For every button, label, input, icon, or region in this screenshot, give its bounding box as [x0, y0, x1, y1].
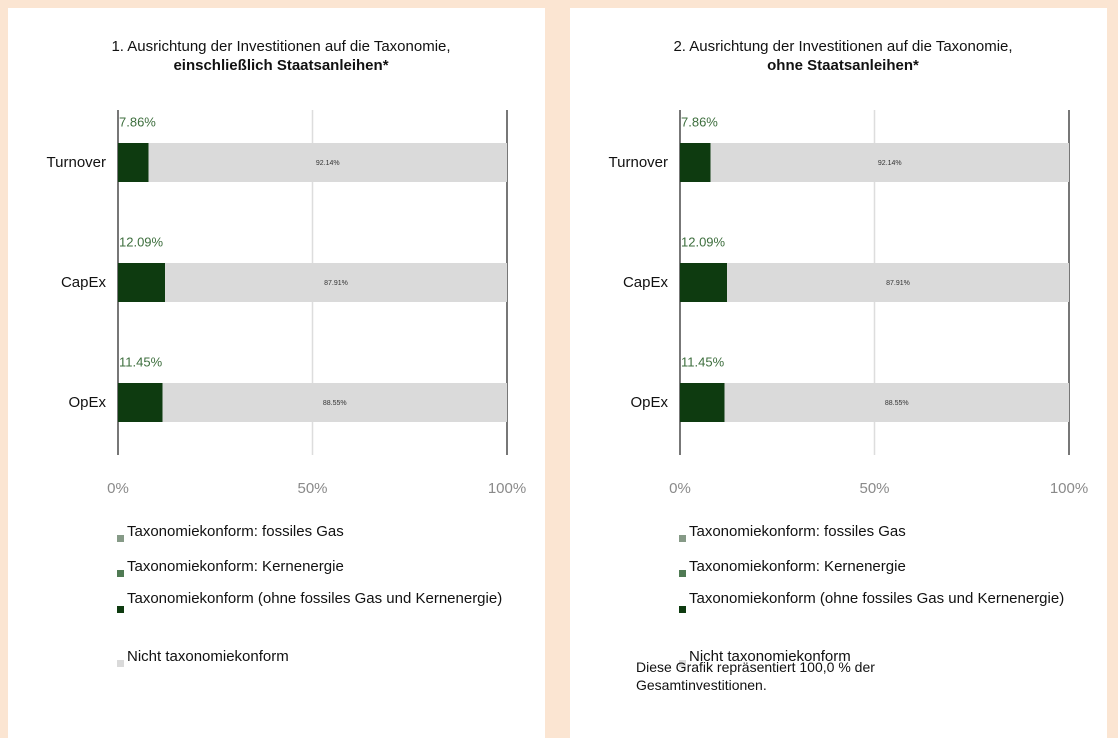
x-tick-label: 0% — [669, 480, 691, 497]
value-label: 87.91% — [886, 280, 910, 287]
legend-swatch — [679, 660, 686, 667]
category-label: CapEx — [623, 274, 669, 291]
value-label: 12.09% — [119, 234, 164, 249]
panel — [570, 8, 1107, 738]
bar-segment — [710, 143, 1069, 182]
chart-subtitle: ohne Staatsanleihen* — [767, 57, 919, 74]
legend-swatch — [117, 606, 124, 613]
legend-swatch — [117, 535, 124, 542]
panel — [8, 8, 545, 738]
bar-segment — [724, 383, 1069, 422]
annotation: Diese Grafik repräsentiert 100,0 % der G… — [636, 659, 875, 693]
bar-segment — [118, 143, 149, 182]
legend-label: Nicht taxonomiekonform — [127, 648, 289, 665]
legend-swatch — [679, 570, 686, 577]
bar-segment — [162, 383, 507, 422]
bar-segment — [680, 383, 725, 422]
value-label: 88.55% — [323, 400, 347, 407]
bar-segment — [680, 263, 728, 302]
legend-label: Taxonomiekonform: Kernenergie — [689, 558, 906, 575]
value-label: 88.55% — [885, 400, 909, 407]
value-label: 7.86% — [681, 114, 718, 129]
value-label: 92.14% — [878, 160, 902, 167]
value-label: 12.09% — [681, 234, 726, 249]
bar-segment — [118, 263, 166, 302]
bar-segment — [165, 263, 508, 302]
value-label: 92.14% — [316, 160, 340, 167]
legend-label: Taxonomiekonform: fossiles Gas — [689, 523, 906, 540]
x-tick-label: 50% — [859, 480, 889, 497]
legend-swatch — [117, 660, 124, 667]
chart-title: 1. Ausrichtung der Investitionen auf die… — [111, 38, 450, 55]
legend-label: Taxonomiekonform (ohne fossiles Gas und … — [689, 590, 1065, 607]
legend-swatch — [117, 570, 124, 577]
value-label: 87.91% — [324, 280, 348, 287]
value-label: 11.45% — [119, 354, 163, 369]
x-tick-label: 100% — [488, 480, 526, 497]
category-label: Turnover — [609, 154, 668, 171]
legend-label: Taxonomiekonform: Kernenergie — [127, 558, 344, 575]
legend-label: Taxonomiekonform: fossiles Gas — [127, 523, 344, 540]
x-tick-label: 0% — [107, 480, 129, 497]
x-tick-label: 50% — [297, 480, 327, 497]
chart-subtitle: einschließlich Staatsanleihen* — [173, 57, 388, 74]
legend-label: Taxonomiekonform (ohne fossiles Gas und … — [127, 590, 503, 607]
legend-swatch — [679, 606, 686, 613]
bar-segment — [118, 383, 163, 422]
bar-segment — [680, 143, 711, 182]
legend-label: Nicht taxonomiekonform — [689, 648, 851, 665]
legend-swatch — [679, 535, 686, 542]
category-label: OpEx — [630, 394, 668, 411]
category-label: OpEx — [68, 394, 106, 411]
category-label: CapEx — [61, 274, 107, 291]
bar-segment — [148, 143, 508, 182]
bar-segment — [727, 263, 1069, 302]
value-label: 7.86% — [119, 114, 156, 129]
x-tick-label: 100% — [1050, 480, 1088, 497]
category-label: Turnover — [47, 154, 106, 171]
chart-title: 2. Ausrichtung der Investitionen auf die… — [673, 38, 1012, 55]
value-label: 11.45% — [681, 354, 725, 369]
